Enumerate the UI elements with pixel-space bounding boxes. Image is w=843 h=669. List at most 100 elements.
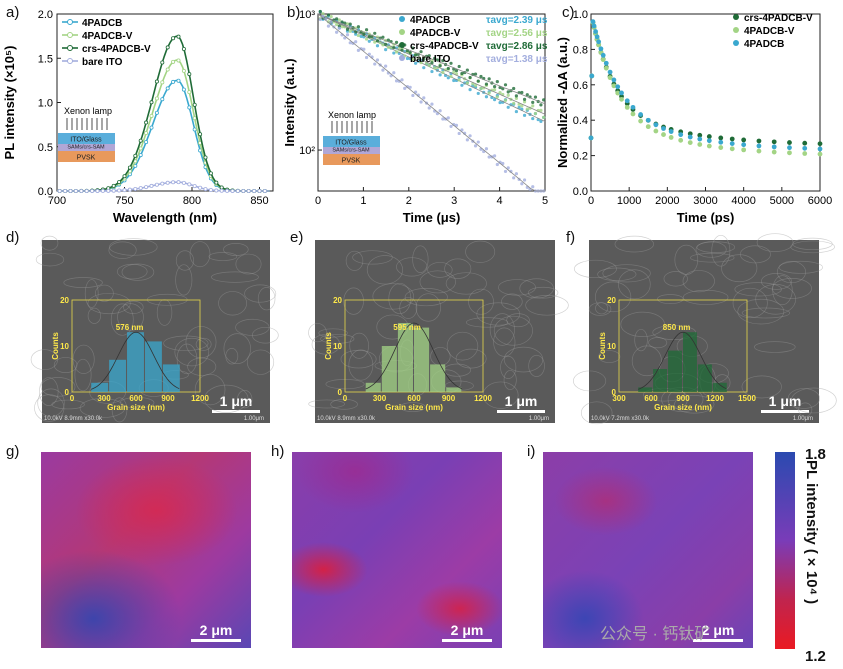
decay-point-b bbox=[531, 185, 535, 189]
series-point-a bbox=[192, 184, 197, 189]
y-tick-label-a: 0.5 bbox=[38, 142, 53, 154]
decay-point-b bbox=[400, 78, 404, 82]
fit-line-b bbox=[317, 13, 546, 105]
map-scale-i: 2 μm bbox=[701, 622, 735, 638]
inset-layer-label-a: ITO/Glass bbox=[70, 137, 102, 144]
legend-label-b: 4PADCB bbox=[410, 15, 450, 26]
series-point-a bbox=[154, 96, 159, 101]
decay-point-c bbox=[615, 90, 621, 96]
pl-map-h: 2 μm bbox=[292, 452, 502, 648]
decay-point-c bbox=[729, 141, 735, 146]
decay-point-c bbox=[590, 19, 596, 25]
series-point-a bbox=[160, 97, 165, 102]
decay-point-c bbox=[697, 142, 703, 147]
colorbar-min: 1.2 bbox=[805, 648, 826, 665]
decay-point-b bbox=[457, 78, 461, 82]
decay-point-b bbox=[460, 71, 464, 76]
decay-point-b bbox=[419, 100, 423, 104]
series-point-a bbox=[73, 188, 78, 193]
series-point-a bbox=[165, 86, 170, 91]
x-tick-label-c: 5000 bbox=[770, 195, 794, 207]
series-point-a bbox=[149, 100, 154, 105]
decay-point-b bbox=[487, 91, 491, 95]
decay-point-c bbox=[630, 111, 636, 117]
sem-scale-small-f: 1.00μm bbox=[792, 416, 813, 422]
legend-label-c: 4PADCB-V bbox=[744, 26, 795, 37]
decay-point-b bbox=[539, 119, 543, 124]
decay-point-b bbox=[438, 109, 442, 113]
legend-marker-b bbox=[399, 42, 405, 48]
decay-point-b bbox=[512, 101, 516, 105]
series-point-a bbox=[106, 188, 111, 193]
decay-point-b bbox=[542, 98, 546, 102]
decay-point-b bbox=[394, 40, 399, 44]
decay-point-b bbox=[351, 41, 355, 46]
decay-point-b bbox=[321, 12, 325, 16]
decay-point-c bbox=[645, 124, 651, 130]
decay-point-c bbox=[653, 128, 659, 134]
series-point-a bbox=[127, 165, 132, 170]
decay-point-b bbox=[362, 32, 366, 36]
decay-point-b bbox=[495, 95, 499, 99]
panel-label-a: a) bbox=[6, 4, 20, 21]
series-point-a bbox=[181, 68, 186, 73]
decay-point-b bbox=[514, 94, 518, 98]
series-point-a bbox=[176, 180, 181, 185]
series-point-a bbox=[144, 120, 149, 125]
sem-footer-e: 10.0kV 8.9mm x30.0k bbox=[317, 416, 376, 422]
legend-label-a: 4PADCB bbox=[82, 18, 122, 29]
decay-point-b bbox=[419, 50, 423, 54]
decay-point-c bbox=[817, 146, 823, 152]
x-tick-label-b: 4 bbox=[497, 195, 503, 207]
decay-point-b bbox=[430, 69, 434, 74]
watermark: 公众号 · 钙钛矿 bbox=[600, 626, 711, 643]
decay-point-b bbox=[506, 166, 510, 170]
colorbar bbox=[775, 452, 795, 649]
decay-point-c bbox=[756, 138, 762, 144]
decay-point-b bbox=[403, 86, 407, 91]
decay-point-b bbox=[441, 59, 445, 63]
decay-point-b bbox=[522, 178, 527, 182]
decay-point-b bbox=[531, 100, 535, 104]
decay-point-b bbox=[506, 105, 510, 109]
decay-point-b bbox=[468, 88, 472, 92]
decay-point-c bbox=[653, 122, 659, 128]
x-axis-label-a: Wavelength (nm) bbox=[113, 210, 217, 225]
x-tick-label-b: 2 bbox=[406, 195, 412, 207]
panel-label-b: b) bbox=[287, 4, 301, 21]
decay-point-b bbox=[386, 45, 390, 49]
legend-label-b: bare ITO bbox=[410, 54, 451, 65]
decay-point-c bbox=[589, 73, 595, 79]
series-point-a bbox=[165, 180, 170, 185]
map-scalebar-i bbox=[693, 639, 743, 642]
decay-point-b bbox=[465, 81, 469, 85]
decay-point-b bbox=[400, 48, 404, 52]
x-tick-label-a: 750 bbox=[115, 195, 133, 207]
decay-point-c bbox=[668, 129, 674, 134]
series-point-a bbox=[176, 34, 181, 39]
y-axis-label-a: PL intensity (×10⁵) bbox=[2, 46, 17, 160]
decay-point-b bbox=[520, 182, 524, 186]
legend-marker-c bbox=[733, 40, 739, 46]
x-tick-label-a: 700 bbox=[48, 195, 66, 207]
x-axis-label-b: Time (μs) bbox=[403, 210, 461, 225]
decay-point-c bbox=[603, 65, 609, 71]
decay-point-b bbox=[517, 105, 521, 110]
decay-point-c bbox=[611, 83, 617, 89]
decay-point-c bbox=[678, 132, 684, 138]
series-point-a bbox=[138, 186, 143, 191]
decay-point-c bbox=[817, 141, 823, 147]
decay-point-b bbox=[539, 103, 543, 107]
pl-map-g: 2 μm bbox=[41, 452, 251, 648]
decay-point-b bbox=[343, 36, 347, 40]
map-scalebar-g bbox=[191, 639, 241, 642]
series-point-a bbox=[95, 188, 100, 193]
decay-point-b bbox=[422, 57, 426, 61]
decay-point-c bbox=[607, 69, 613, 75]
decay-point-b bbox=[375, 58, 380, 62]
series-point-a bbox=[154, 79, 159, 84]
series-point-a bbox=[154, 110, 159, 115]
decay-point-b bbox=[441, 70, 445, 74]
panel-label-f: f) bbox=[566, 229, 576, 246]
panel-label-d: d) bbox=[6, 229, 20, 246]
